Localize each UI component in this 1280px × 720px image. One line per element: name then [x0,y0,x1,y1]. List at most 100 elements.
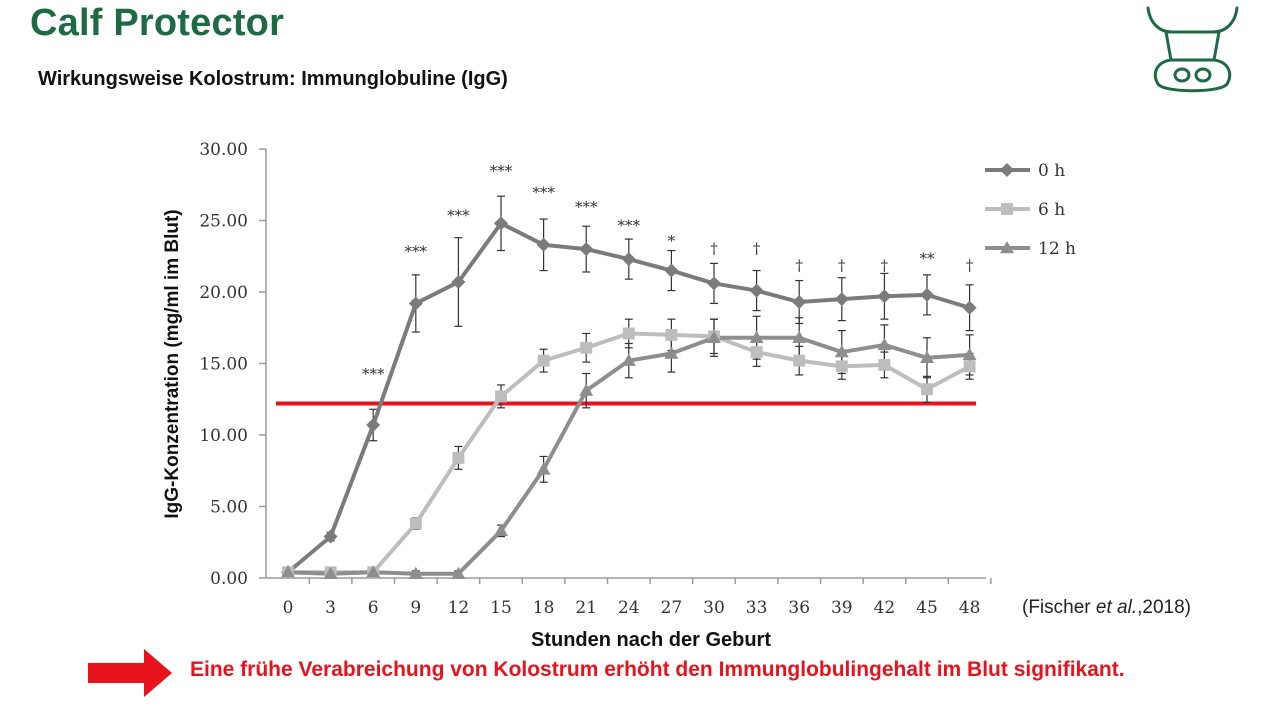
significance-label: † [710,239,718,257]
x-tick-label: 0 [283,598,294,618]
data-point-12h [281,565,295,578]
x-tick-label: 12 [448,598,470,618]
y-tick-label: 10.00 [199,426,248,446]
slide-subtitle: Wirkungsweise Kolostrum: Immunglobuline … [38,68,508,90]
data-point-0h [366,417,381,432]
data-point-12h [579,383,594,396]
significance-label: *** [575,198,598,216]
x-tick-label: 21 [575,598,597,618]
data-point-12h [323,566,338,579]
data-point-6h [665,328,678,341]
data-point-12h [494,523,508,537]
legend-label-12h: 12 h [1038,239,1076,259]
significance-label: *** [490,162,513,180]
data-point-0h [579,242,594,257]
x-tick-label: 15 [490,598,512,618]
significance-label: *** [532,184,555,202]
data-point-12h [408,566,423,579]
x-tick-label: 36 [788,598,810,618]
data-point-6h [537,354,550,367]
data-point-12h [962,347,977,361]
y-tick-label: 20.00 [199,283,248,303]
data-point-6h [878,358,891,371]
data-point-6h [793,354,806,367]
data-point-0h [877,289,892,304]
data-point-12h [621,353,636,366]
x-tick-label: 3 [325,598,336,618]
x-tick-label: 42 [874,598,896,618]
y-tick-label: 0.00 [210,569,248,589]
data-point-0h [749,283,764,298]
data-point-12h [920,350,934,364]
significance-label: *** [362,365,385,383]
significance-label: * [668,232,676,250]
x-tick-label: 30 [703,598,725,618]
data-point-12h [366,565,381,578]
data-point-0h [834,292,849,307]
data-point-6h [495,390,507,403]
citation-prefix: (Fischer [1022,597,1096,618]
data-point-6h [963,360,976,373]
data-point-6h [452,451,465,464]
data-point-12h [749,330,764,344]
data-point-0h [920,287,934,302]
legend-label-0h: 0 h [1038,161,1065,181]
x-tick-label: 18 [533,598,555,618]
data-point-0h [664,263,679,278]
y-tick-label: 25.00 [199,212,248,232]
data-point-0h [707,276,721,291]
data-point-6h [622,327,635,340]
conclusion-text: Eine frühe Verabreichung von Kolostrum e… [190,658,1125,681]
data-point-0h [451,274,466,289]
arrow-right-icon [88,649,172,697]
x-tick-label: 33 [746,598,768,618]
x-tick-label: 24 [618,598,640,618]
data-point-6h [835,360,848,373]
data-point-12h [792,330,807,344]
y-tick-label: 15.00 [199,355,248,375]
significance-label: ** [920,249,936,267]
data-point-12h [664,346,679,359]
data-point-6h [580,341,593,354]
x-tick-label: 9 [410,598,421,618]
cow-head-icon [1146,6,1239,93]
significance-label: † [753,239,761,257]
brand-title: Calf Protector [30,2,285,44]
significance-label: † [838,257,846,275]
citation: (Fischer et al.,2018) [1022,597,1191,619]
data-point-0h [792,295,807,310]
data-point-12h [877,337,892,351]
data-point-0h [621,252,636,267]
citation-italic: et al. [1095,597,1138,618]
data-point-6h [750,346,763,359]
significance-label: *** [405,242,428,260]
data-point-12h [451,566,466,579]
significance-label: *** [618,217,641,235]
significance-label: *** [447,207,470,225]
data-point-0h [408,296,423,311]
y-axis-title: IgG-Konzentration (mg/ml im Blut) [162,209,183,518]
data-point-0h [494,216,508,231]
significance-label: † [966,257,974,275]
citation-suffix: ,2018) [1137,597,1191,618]
legend-marker-0h [1000,163,1014,177]
y-tick-label: 5.00 [210,498,248,518]
x-tick-label: 39 [831,598,853,618]
data-point-0h [536,237,551,252]
data-point-6h [409,517,422,530]
y-tick-label: 30.00 [199,140,248,160]
x-axis-title: Stunden nach der Geburt [531,629,771,651]
legend-marker-12h [1000,241,1014,254]
significance-label: † [795,257,803,275]
x-tick-label: 27 [661,598,683,618]
legend-marker-6h [1001,203,1013,215]
data-point-12h [707,330,721,344]
significance-label: † [881,257,889,275]
x-tick-label: 45 [916,598,938,618]
data-point-0h [323,529,338,544]
data-point-6h [921,383,933,396]
x-tick-label: 48 [959,598,981,618]
legend-label-6h: 6 h [1038,200,1065,220]
x-tick-label: 6 [368,598,379,618]
